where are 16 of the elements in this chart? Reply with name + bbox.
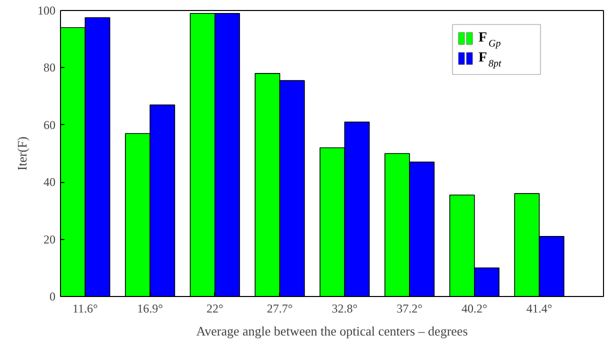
y-tick-label: 0	[50, 290, 56, 304]
x-tick-label: 41.4°	[526, 302, 552, 316]
x-tick-label: 32.8°	[332, 302, 358, 316]
x-tick-label: 40.2°	[462, 302, 488, 316]
y-axis-title: Iter(F)	[14, 136, 30, 170]
x-tick-label: 37.2°	[396, 302, 423, 316]
y-tick-label: 40	[44, 175, 56, 190]
x-axis-title: Average angle between the optical centers – degrees	[196, 324, 468, 338]
x-tick-label: 27.7°	[266, 302, 293, 316]
y-tick-label: 100	[38, 4, 56, 18]
y-tick-label: 20	[44, 232, 56, 246]
y-tick-label: 60	[44, 118, 56, 132]
x-tick-label: 16.9°	[137, 302, 164, 316]
x-tick-label: 22°	[206, 302, 224, 316]
x-tick-label: 11.6°	[72, 302, 98, 316]
y-tick-label: 80	[44, 60, 56, 75]
